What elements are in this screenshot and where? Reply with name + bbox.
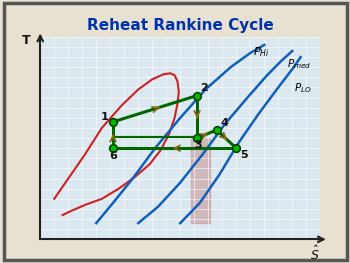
Text: 2: 2 (200, 83, 208, 94)
Text: $P_{LO}$: $P_{LO}$ (294, 82, 312, 95)
Text: 6: 6 (109, 151, 117, 161)
Title: Reheat Rankine Cycle: Reheat Rankine Cycle (87, 18, 274, 33)
Text: $P_{Hi}$: $P_{Hi}$ (253, 45, 270, 59)
Text: T: T (22, 34, 30, 47)
Text: 5: 5 (240, 150, 248, 160)
Text: 3: 3 (194, 140, 202, 150)
Text: $P_{med}$: $P_{med}$ (287, 57, 311, 71)
Text: 4: 4 (221, 118, 229, 128)
Polygon shape (191, 138, 210, 223)
Text: $\hat{S}$: $\hat{S}$ (310, 245, 320, 262)
Text: 1: 1 (100, 112, 108, 122)
